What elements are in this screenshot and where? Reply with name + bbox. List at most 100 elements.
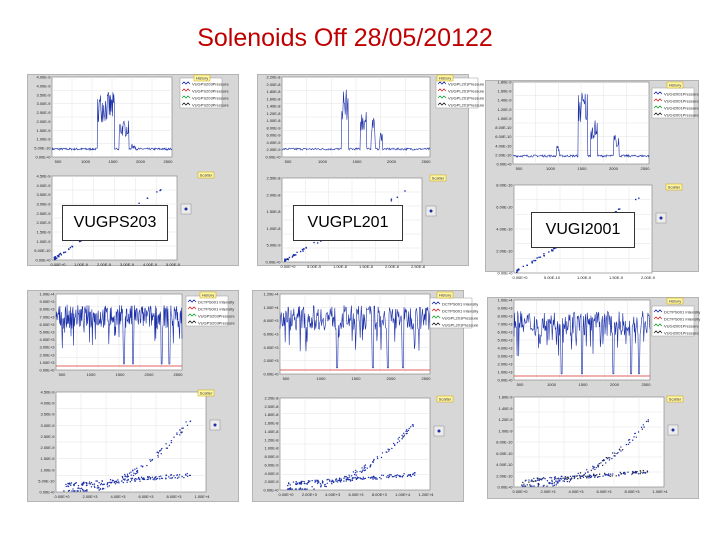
panel-2-scatter-tag-label: Scatter xyxy=(668,185,681,190)
panel-1-scatter-tag: Scatter xyxy=(429,174,447,182)
panel-5-scatter-point xyxy=(555,480,557,482)
panel-1-scatter-y-tick: 2.00E-8 xyxy=(266,192,281,197)
panel-4-scatter-point xyxy=(380,478,382,480)
panel-2-scatter-x-tick: 1.50E-9 xyxy=(609,275,624,280)
panel-3-scatter-point xyxy=(169,477,171,479)
panel-5-scatter-point xyxy=(588,475,590,478)
panel-4-scatter-point xyxy=(348,476,351,478)
panel-4-scatter-point xyxy=(403,472,405,475)
panel-3-history-tag-box xyxy=(199,291,217,299)
panel-3-scatter-point xyxy=(178,474,181,476)
panel-4-scatter-point xyxy=(335,478,338,480)
panel-3-scatter-point xyxy=(181,427,183,430)
panel-5-scatter-point xyxy=(541,477,544,480)
panel-5-scatter-point xyxy=(615,475,617,477)
panel-0-scatter-y-tick: 3.50E-9 xyxy=(36,192,51,197)
panel-5-scatter-point xyxy=(558,479,560,481)
panel-4-scatter-point xyxy=(343,477,345,480)
panel-4-scatter-point xyxy=(387,448,389,450)
panel-5-scatter-point xyxy=(564,478,566,481)
panel-5-scatter-point xyxy=(569,479,572,481)
panel-5-scatter-point xyxy=(530,480,532,482)
panel-3-scatter-point xyxy=(159,478,161,480)
panel-2-history-series-pressure xyxy=(512,92,650,159)
panel-5-scatter-point xyxy=(521,485,524,487)
panel-2-legend-entry: VUGI2001Pressure xyxy=(664,113,699,118)
panel-4-scatter-point xyxy=(289,484,291,486)
panel-5-scatter-point xyxy=(585,475,587,478)
panel-5-legend-entry: VUGI2001Pressure xyxy=(664,331,699,336)
panel-4-scatter-point xyxy=(364,469,367,471)
panel-4-scatter-point xyxy=(294,488,297,490)
panel-4-scatter-point xyxy=(320,486,322,488)
panel-4-legend-entry: VUGPL201Pressure xyxy=(442,316,479,321)
panel-3-scatter-point xyxy=(109,479,112,481)
panel-1-scatter-tag-box xyxy=(429,174,447,182)
panel-2-history-y-tick: 4.00E-10 xyxy=(495,143,512,148)
panel-3-scatter-point xyxy=(149,477,152,479)
panel-4-scatter-point xyxy=(340,479,343,481)
panel-1-legend-entry: VUGPL201Pressure xyxy=(448,103,485,108)
panel-0-history-x-tick: 1000 xyxy=(81,159,91,164)
panel-0-history-y-tick: 3.00E-9 xyxy=(36,101,51,106)
panel-4-scatter-point xyxy=(351,478,353,480)
panel-3-scatter-point xyxy=(96,487,99,489)
panel-4-legend-swatch xyxy=(431,301,441,305)
panel-0-legend-entry: VUGPS203Pressure xyxy=(192,103,229,108)
panel-4-scatter-point xyxy=(391,476,394,478)
panel-5-scatter-point xyxy=(622,472,625,475)
panel-1-scatter-y-tick: 0.00E+0 xyxy=(265,260,281,265)
panel-5-scatter-point xyxy=(553,482,556,484)
panel-3-scatter-point xyxy=(131,479,133,481)
panel-0-scatter-point xyxy=(64,251,67,253)
panel-2-scatter-point xyxy=(543,252,545,255)
panel-5-scatter-point xyxy=(540,478,542,480)
panel-3-scatter-point xyxy=(157,456,159,458)
panel-5-scatter-point xyxy=(611,475,613,477)
panel-5-scatter-point xyxy=(532,480,535,483)
panel-5-scatter-point xyxy=(587,471,589,473)
panel-5-scatter-point xyxy=(605,462,607,464)
panel-4-scatter-point xyxy=(313,488,315,490)
panel-3-scatter-point xyxy=(129,481,131,483)
panel-0-scatter-point xyxy=(146,197,149,200)
panel-3-scatter-point xyxy=(186,472,188,475)
panel-5-scatter-point xyxy=(539,478,541,480)
panel-3-history-y-tick: 3.00E+3 xyxy=(39,345,55,350)
panel-4-scatter-point xyxy=(308,480,310,483)
panel-5-scatter-point xyxy=(537,485,539,487)
panel-3-scatter-point xyxy=(95,480,97,482)
panel-3-scatter-point xyxy=(114,483,117,485)
panel-5-scatter-point xyxy=(586,476,588,479)
panel-5-scatter-point xyxy=(633,436,635,438)
panel-5-scatter-point xyxy=(605,456,608,459)
panel-4-scatter-point xyxy=(403,432,405,435)
panel-3-scatter-point xyxy=(185,474,187,477)
panel-5-scatter-tag-box xyxy=(666,395,684,403)
panel-3-scatter-point xyxy=(110,482,113,484)
panel-4-legend-entry: VUGPL201Pressure xyxy=(442,323,479,328)
panel-3-history-y-tick: 8.00E+3 xyxy=(39,307,55,312)
panel-3-scatter-point xyxy=(131,477,134,480)
panel-5-scatter-point xyxy=(620,473,622,475)
panel-3-scatter-point xyxy=(86,490,88,492)
panel-2-history-y-tick: 1.80E-9 xyxy=(497,80,512,85)
panel-5-scatter-point xyxy=(566,478,568,480)
panel-3-scatter-point xyxy=(100,482,103,485)
panel-3-scatter-point xyxy=(121,475,124,478)
panel-5-scatter-point xyxy=(567,477,570,480)
panel-2-history-tag: History xyxy=(666,81,684,89)
panel-3-scatter-point xyxy=(103,487,105,490)
panel-2-scatter-x-tick: 5.00E-10 xyxy=(544,275,561,280)
panel-3-scatter-point xyxy=(108,481,110,484)
panel-4-scatter-point xyxy=(311,479,313,482)
panel-4-scatter-point xyxy=(319,482,322,485)
panel-2-scatter-y-tick: 4.00E-10 xyxy=(496,227,513,232)
panel-4-scatter-point xyxy=(351,477,354,479)
panel-4-scatter-x-tick: 0.00E+0 xyxy=(278,492,294,497)
panel-3-scatter-point xyxy=(174,477,176,479)
panel-2-history-x-tick: 500 xyxy=(516,166,523,171)
panel-5-scatter-point xyxy=(643,471,645,474)
panel-4-scatter-point xyxy=(409,473,412,476)
panel-3-history-x-tick: 500 xyxy=(59,372,66,377)
